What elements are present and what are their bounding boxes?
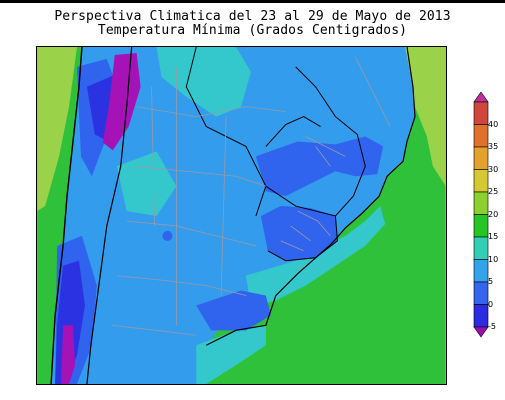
purple-region-south bbox=[61, 325, 75, 384]
colorbar-cell bbox=[473, 304, 489, 328]
province-lines bbox=[111, 56, 391, 336]
river-border bbox=[265, 116, 321, 147]
blue-spot bbox=[162, 230, 173, 241]
colorbar-cell bbox=[473, 101, 489, 125]
colorbar-tick-label: 40 bbox=[488, 119, 499, 129]
cyan-band-north bbox=[156, 47, 251, 117]
colorbar-tick-label: -5 bbox=[488, 322, 496, 331]
temperature-map bbox=[36, 46, 447, 385]
blue-region-northeast bbox=[255, 136, 384, 197]
paraguay-border bbox=[265, 66, 366, 217]
colorbar-tick-label: 0 bbox=[488, 299, 494, 309]
colorbar-tick-label: 20 bbox=[488, 209, 499, 219]
colorbar-tick-label: 15 bbox=[488, 232, 499, 241]
colorbar-tick-label: 35 bbox=[488, 142, 499, 151]
map-subtitle: Temperatura Mínima (Grados Centigrados) bbox=[97, 23, 408, 38]
colorbar-top-arrow bbox=[473, 92, 489, 103]
land-mass bbox=[51, 47, 415, 384]
colorbar-cell bbox=[473, 169, 489, 193]
colorbar-tick-label: 10 bbox=[488, 254, 499, 264]
colorbar-cell bbox=[473, 259, 489, 283]
colorbar-cell bbox=[473, 236, 489, 260]
purple-region-north bbox=[102, 52, 141, 151]
atlantic-coastline bbox=[205, 47, 416, 346]
colorbar-cell bbox=[473, 281, 489, 305]
colorbar-tick-label: 5 bbox=[488, 277, 494, 286]
map-title: Perspectiva Climatica del 23 al 29 de Ma… bbox=[54, 9, 451, 24]
blue-region-pampas bbox=[196, 290, 271, 331]
colorbar-bottom-arrow bbox=[473, 326, 489, 338]
colorbar-cell bbox=[473, 124, 489, 148]
uruguay-border bbox=[267, 215, 338, 262]
blue-region-uruguay bbox=[260, 206, 338, 261]
argentina-north-border bbox=[185, 47, 267, 217]
chile-north-region bbox=[37, 47, 77, 212]
andes-border bbox=[86, 47, 133, 384]
cyan-band-center bbox=[116, 151, 177, 216]
colorbar-cell bbox=[473, 191, 489, 215]
colorbar-cell bbox=[473, 146, 489, 170]
top-border-line bbox=[0, 0, 505, 3]
chile-coastline bbox=[50, 47, 83, 384]
brazil-region bbox=[405, 47, 446, 187]
cyan-band-south bbox=[196, 325, 266, 384]
colorbar-tick-label: 30 bbox=[488, 164, 499, 174]
colorbar-cell bbox=[473, 214, 489, 238]
colorbar-tick-label: 25 bbox=[488, 187, 499, 196]
colorbar bbox=[473, 92, 489, 338]
